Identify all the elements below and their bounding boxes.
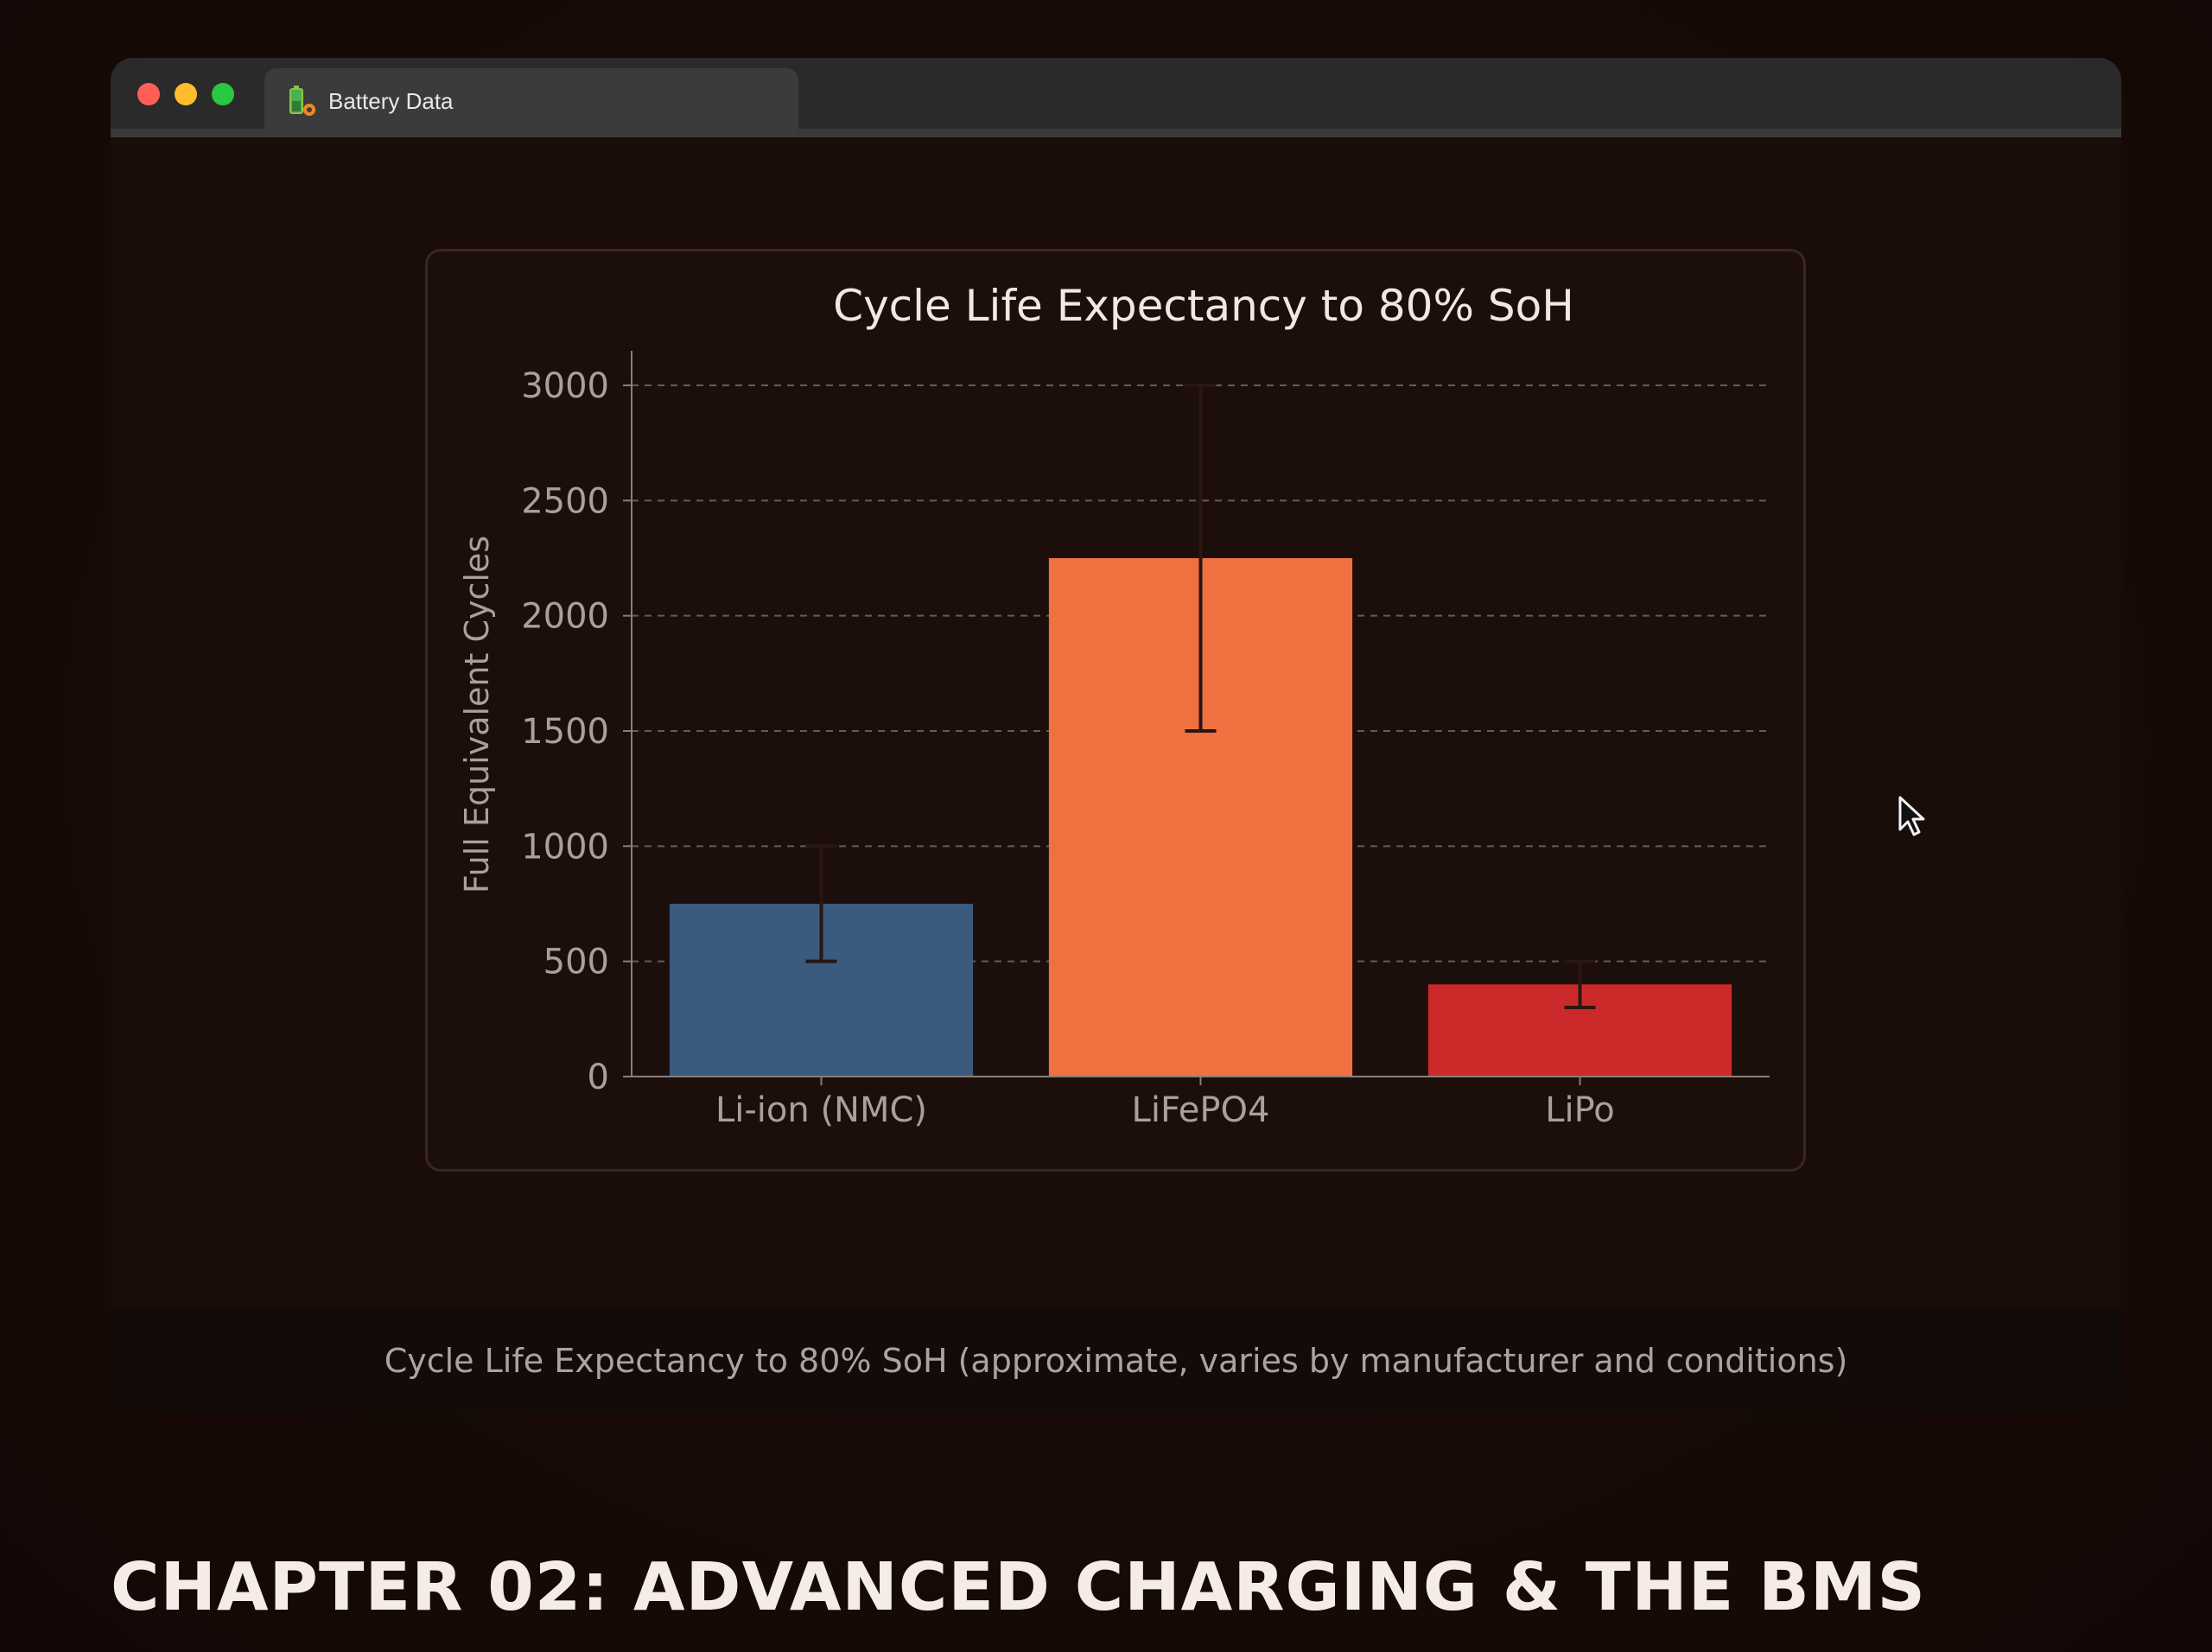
error-bar <box>1185 384 1217 733</box>
error-bar <box>1564 959 1596 1009</box>
minimize-window-button[interactable] <box>175 83 197 105</box>
y-tick-label: 1000 <box>521 827 609 867</box>
x-tick-label: LiFePO4 <box>1132 1090 1270 1130</box>
tab-title: Battery Data <box>328 88 454 114</box>
chapter-heading: CHAPTER 02: ADVANCED CHARGING & THE BMS <box>111 1549 1926 1626</box>
y-tick-label: 3000 <box>521 366 609 406</box>
y-tick-label: 500 <box>543 943 609 982</box>
x-tick-label: Li-ion (NMC) <box>715 1090 927 1130</box>
y-axis-label: Full Equivalent Cycles <box>458 536 496 893</box>
battery-settings-icon <box>289 86 315 116</box>
x-tick-labels: Li-ion (NMC) LiFePO4 LiPo <box>715 1077 1615 1130</box>
y-tick-label: 2500 <box>521 481 609 521</box>
error-bar <box>805 844 837 963</box>
title-bar: Battery Data <box>111 58 2121 137</box>
bar-chart: Cycle Life Expectancy to 80% SoH Full Eq… <box>458 281 1770 1130</box>
tab-battery-data[interactable]: Battery Data <box>264 68 798 136</box>
error-bars <box>805 384 1596 1009</box>
figure-caption: Cycle Life Expectancy to 80% SoH (approx… <box>384 1342 1848 1380</box>
maximize-window-button[interactable] <box>212 83 234 105</box>
y-tick-label: 1500 <box>521 712 609 752</box>
y-tick-label: 0 <box>588 1058 609 1097</box>
close-window-button[interactable] <box>137 83 160 105</box>
figure-caption-bar: Cycle Life Expectancy to 80% SoH (approx… <box>111 1308 2121 1414</box>
y-tick-labels: 0 500 1000 1500 2000 2500 3000 <box>521 366 609 1097</box>
mouse-cursor-icon <box>1898 796 1925 836</box>
title-bar-divider <box>111 129 2121 137</box>
chart-title: Cycle Life Expectancy to 80% SoH <box>833 281 1574 331</box>
x-tick-label: LiPo <box>1545 1090 1615 1130</box>
bars <box>669 558 1732 1077</box>
chart-card: Cycle Life Expectancy to 80% SoH Full Eq… <box>425 249 1806 1172</box>
y-tick-label: 2000 <box>521 597 609 637</box>
